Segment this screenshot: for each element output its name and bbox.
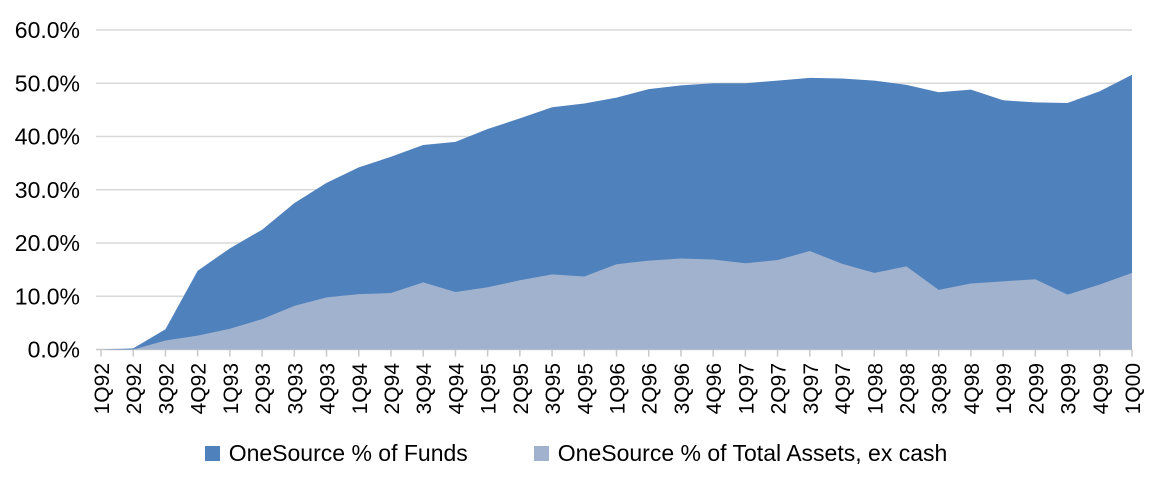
legend-item-assets: OneSource % of Total Assets, ex cash [533,440,948,467]
x-axis-label: 1Q95 [478,363,501,414]
x-axis-label: 1Q99 [993,363,1016,414]
x-axis-group [100,349,1133,357]
x-axis-label: 1Q00 [1122,363,1145,414]
x-axis-label: 3Q92 [155,363,178,414]
x-axis-label: 4Q94 [445,363,468,415]
x-axis-label: 1Q92 [91,363,114,414]
funds-series-swatch-icon [204,446,220,461]
assets-area [101,250,1132,350]
y-axis-labels-group: 0.0% 10.0% 20.0% 30.0% 40.0% 50.0% 60.0% [15,17,80,363]
y-axis-label: 40.0% [15,124,80,150]
x-axis-label: 2Q98 [896,363,919,414]
x-axis-label: 2Q92 [123,363,146,414]
x-axis-label: 3Q97 [800,363,823,414]
x-axis-label: 3Q96 [671,363,694,414]
legend: OneSource % of Funds OneSource % of Tota… [0,440,1152,467]
y-axis-label: 60.0% [15,17,80,43]
y-axis-label: 30.0% [15,177,80,203]
x-axis-label: 4Q92 [188,363,211,414]
x-axis-label: 1Q97 [735,363,758,414]
x-axis-label: 2Q99 [1025,363,1048,414]
x-axis-label: 1Q94 [349,363,372,415]
x-axis-label: 4Q99 [1090,363,1113,414]
x-axis-label: 2Q96 [639,363,662,414]
legend-item-funds: OneSource % of Funds [204,440,468,467]
x-axis-label: 1Q96 [607,363,630,414]
x-axis-label: 2Q94 [381,363,404,415]
x-axis-labels-group: 1Q92 2Q92 3Q92 4Q92 1Q93 2Q93 3Q93 4Q93 1Q94 2Q94… [91,363,1145,415]
x-axis-label: 4Q96 [703,363,726,414]
x-axis-label: 2Q97 [768,363,791,414]
y-axis-label: 0.0% [28,337,80,363]
x-axis-label: 3Q98 [929,363,952,414]
x-axis-label: 1Q98 [864,363,887,414]
assets-series-label: OneSource % of Total Assets, ex cash [557,440,948,466]
x-axis-label: 3Q94 [413,363,436,415]
funds-series-label: OneSource % of Funds [228,440,468,466]
x-axis-label: 4Q93 [317,363,340,414]
areas-group [101,74,1132,350]
x-axis-label: 3Q95 [542,363,565,414]
x-axis-label: 4Q97 [832,363,855,414]
x-axis-label: 3Q99 [1058,363,1081,414]
x-axis-label: 2Q95 [510,363,533,414]
x-axis-label: 4Q98 [961,363,984,414]
x-axis-label: 2Q93 [252,363,275,414]
x-axis-label: 4Q95 [574,363,597,414]
y-axis-label: 20.0% [15,230,80,256]
y-axis-label: 10.0% [15,283,80,309]
x-axis-label: 1Q93 [220,363,243,414]
x-axis-label: 3Q93 [284,363,307,414]
assets-series-swatch-icon [533,446,549,461]
y-axis-label: 50.0% [15,70,80,96]
